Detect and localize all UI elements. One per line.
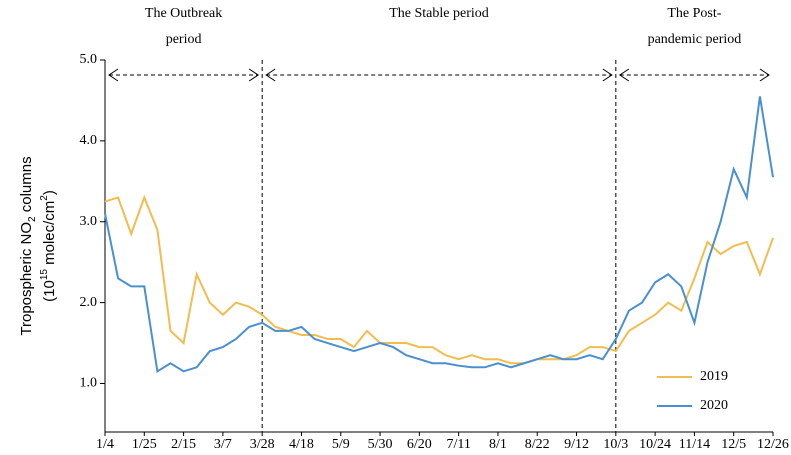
- period-label: The Outbreak: [145, 6, 222, 21]
- y-tick-label: 5.0: [80, 52, 98, 67]
- y-tick-label: 3.0: [80, 214, 98, 229]
- y-axis-label-part: molec/cm: [41, 201, 58, 269]
- arrow-head: [759, 68, 770, 82]
- legend-label: 2019: [700, 369, 728, 384]
- x-tick-label: 3/28: [250, 437, 275, 452]
- y-axis-label: Tropospheric NO2 columns: [18, 156, 38, 335]
- y-tick-label: 2.0: [80, 295, 98, 310]
- x-tick-label: 1/25: [132, 437, 157, 452]
- x-tick-label: 10/3: [603, 437, 628, 452]
- x-tick-label: 1/4: [96, 437, 114, 452]
- y-axis-label-part: 2: [39, 195, 50, 201]
- x-tick-label: 5/30: [368, 437, 393, 452]
- period-label: pandemic period: [648, 32, 742, 47]
- x-tick-label: 3/7: [214, 437, 232, 452]
- x-tick-label: 5/9: [332, 437, 350, 452]
- x-tick-label: 2/15: [171, 437, 196, 452]
- y-tick-label: 4.0: [80, 133, 98, 148]
- series-line: [104, 96, 774, 373]
- x-tick-label: 9/12: [564, 437, 589, 452]
- x-tick-label: 10/24: [639, 437, 671, 452]
- period-label: period: [166, 32, 202, 47]
- x-tick-label: 8/22: [525, 437, 550, 452]
- x-tick-label: 6/20: [407, 437, 432, 452]
- y-axis-label-part: 15: [39, 269, 50, 281]
- y-tick-label: 1.0: [80, 376, 98, 391]
- arrow-head: [602, 68, 613, 82]
- x-tick-label: 8/1: [489, 437, 507, 452]
- x-tick-label: 12/26: [757, 437, 789, 452]
- x-tick-label: 4/18: [289, 437, 314, 452]
- y-axis-label-part: Tropospheric NO: [18, 222, 35, 336]
- legend-label: 2020: [700, 398, 728, 413]
- x-tick-label: 11/14: [679, 437, 710, 452]
- arrow-head: [248, 68, 260, 82]
- y-axis-label-part: (10: [41, 280, 58, 302]
- series-line: [104, 194, 774, 365]
- period-label: The Post-: [667, 6, 721, 21]
- x-tick-label: 12/5: [721, 437, 746, 452]
- arrow-head: [265, 68, 276, 82]
- y-axis-label-part: ): [41, 190, 58, 195]
- arrow-head: [618, 68, 630, 82]
- y-axis-label: (1015 molec/cm2): [39, 190, 58, 302]
- x-tick-label: 7/11: [446, 437, 470, 452]
- y-axis-label-part: 2: [27, 216, 38, 222]
- arrow-head: [108, 68, 119, 82]
- y-axis-label-part: columns: [18, 156, 35, 216]
- period-label: The Stable period: [389, 6, 489, 21]
